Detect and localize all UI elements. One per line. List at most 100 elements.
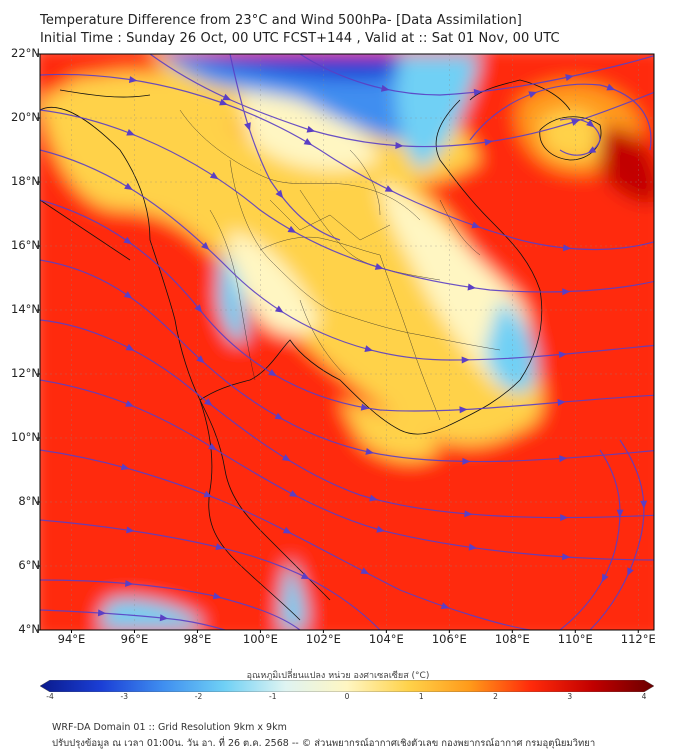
longitude-label: 108°E <box>494 632 530 646</box>
wind-arrow <box>289 490 298 497</box>
wind-arrow <box>571 119 580 126</box>
wind-arrow <box>462 457 471 465</box>
wind-arrow <box>473 88 483 96</box>
streamline <box>559 118 601 156</box>
wind-arrow <box>395 142 404 150</box>
wind-arrow <box>219 98 228 106</box>
wind-arrow <box>126 129 135 136</box>
longitude-label: 110°E <box>557 632 593 646</box>
wind-arrow <box>212 592 222 600</box>
streamline <box>229 54 341 241</box>
wind-arrow <box>559 455 568 463</box>
wind-arrow <box>123 291 133 299</box>
latitude-label: 6°N <box>18 558 40 572</box>
colorbar-tick-label: 3 <box>567 692 573 701</box>
wind-arrow <box>616 509 624 518</box>
wind-arrow <box>128 76 138 83</box>
wind-arrow <box>360 403 370 411</box>
streamline <box>40 109 654 293</box>
wind-arrow <box>209 171 219 180</box>
streamline <box>40 449 531 630</box>
colorbar-tick-label: -1 <box>269 692 277 701</box>
longitude-label: 100°E <box>242 632 278 646</box>
wind-arrow <box>464 510 473 518</box>
wind-arrow <box>97 609 107 617</box>
wind-arrow <box>562 553 571 561</box>
colorbar-tick-label: -4 <box>46 692 54 701</box>
map-area <box>40 54 654 630</box>
wind-arrow <box>562 244 572 252</box>
wind-arrow <box>369 494 378 502</box>
latitude-label: 10°N <box>11 430 40 444</box>
streamline <box>40 579 301 630</box>
streamline <box>589 439 645 630</box>
wind-arrow <box>627 567 634 577</box>
wind-arrow <box>606 83 616 91</box>
wind-arrow <box>384 185 394 192</box>
longitude-label: 104°E <box>368 632 404 646</box>
wind-arrow <box>196 355 205 364</box>
wind-arrow <box>467 283 476 291</box>
wind-arrow <box>268 369 277 377</box>
wind-arrow <box>274 412 284 420</box>
longitude-label: 94°E <box>57 632 86 646</box>
wind-arrow <box>471 221 481 229</box>
footer-model-info: WRF-DA Domain 01 :: Grid Resolution 9km … <box>52 722 287 733</box>
wind-arrow <box>586 119 595 128</box>
wind-arrow <box>208 442 217 451</box>
streamline <box>40 73 654 251</box>
colorbar-tick-label: 4 <box>641 692 647 701</box>
coastlines <box>40 79 602 621</box>
colorbar-tick-label: -3 <box>120 692 128 701</box>
streamline <box>40 199 654 412</box>
map-frame <box>39 53 655 631</box>
streamline <box>40 519 381 630</box>
colorbar-bar <box>40 680 654 692</box>
wind-arrow <box>440 602 450 609</box>
wind-arrow <box>557 398 566 406</box>
longitude-label: 96°E <box>120 632 149 646</box>
wind-arrow <box>365 448 374 455</box>
chart-subtitle: Initial Time : Sunday 26 Oct, 00 UTC FCS… <box>40 31 560 46</box>
wind-arrow <box>194 304 203 313</box>
wind-arrow <box>374 263 384 270</box>
longitude-label: 102°E <box>305 632 341 646</box>
wind-arrow <box>558 351 567 359</box>
latitude-label: 12°N <box>11 366 40 380</box>
wind-arrow <box>125 343 135 351</box>
wind-arrow <box>215 543 224 551</box>
colorbar-tick-label: 0 <box>344 692 350 701</box>
latitude-label: 8°N <box>18 494 40 508</box>
latitude-label: 16°N <box>11 238 40 252</box>
wind-arrow <box>287 225 297 233</box>
wind-arrow <box>587 146 597 154</box>
colorbar-tick-label: -2 <box>194 692 203 701</box>
wind-arrow <box>640 500 648 509</box>
wind-arrow <box>222 93 232 101</box>
wind-arrow <box>126 526 135 534</box>
colorbar <box>40 680 654 692</box>
longitude-label: 112°E <box>620 632 656 646</box>
axis-ticks <box>37 53 639 633</box>
wind-arrow <box>159 614 169 622</box>
wind-arrow <box>300 572 310 580</box>
latitude-label: 18°N <box>11 174 40 188</box>
streamline <box>40 149 654 361</box>
wind-arrow <box>244 122 251 131</box>
streamline <box>40 319 654 519</box>
wind-arrow <box>459 406 468 414</box>
latitude-label: 4°N <box>18 622 40 636</box>
wind-arrow <box>562 288 571 296</box>
wind-arrow <box>484 138 493 146</box>
latitude-label: 22°N <box>11 46 40 60</box>
wind-arrow <box>468 543 478 551</box>
wind-arrow <box>275 189 284 199</box>
streamline-arrows <box>97 74 648 622</box>
wind-arrow <box>601 573 609 583</box>
wind-arrow <box>201 241 210 251</box>
wind-arrow <box>282 526 292 534</box>
wind-arrow <box>560 514 569 522</box>
longitude-label: 106°E <box>431 632 467 646</box>
wind-arrow <box>461 356 470 364</box>
